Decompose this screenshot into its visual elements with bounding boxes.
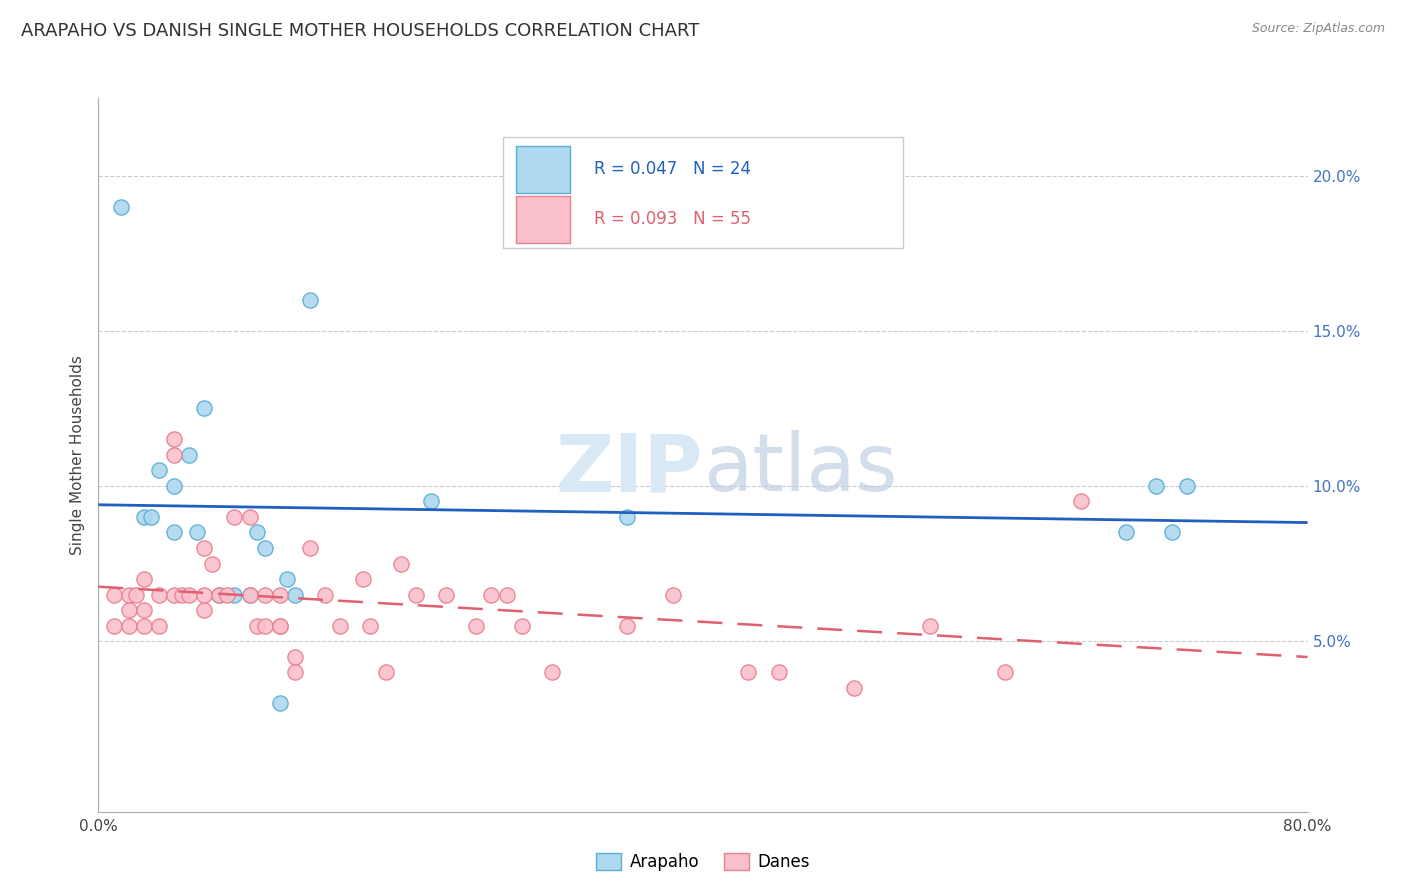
Point [246, 618, 269, 632]
Point [132, 572, 155, 586]
Point [224, 510, 246, 524]
Point [299, 541, 322, 555]
Point [103, 618, 125, 632]
Point [239, 588, 262, 602]
Point [179, 588, 201, 602]
Point [269, 618, 291, 632]
Point [239, 510, 262, 524]
FancyBboxPatch shape [503, 137, 903, 248]
Point [186, 525, 208, 540]
Point [1115, 525, 1137, 540]
Point [844, 681, 866, 695]
Text: R = 0.093   N = 55: R = 0.093 N = 55 [595, 211, 751, 228]
Point [215, 588, 238, 602]
Text: ZIP: ZIP [555, 430, 703, 508]
Point [163, 479, 186, 493]
Point [276, 572, 298, 586]
Point [616, 618, 638, 632]
Point [170, 588, 193, 602]
Point [1175, 479, 1198, 493]
Point [193, 588, 215, 602]
Point [208, 588, 231, 602]
Point [163, 525, 186, 540]
Point [1160, 525, 1182, 540]
Point [253, 541, 276, 555]
Point [314, 588, 336, 602]
Point [405, 588, 427, 602]
Point [110, 200, 132, 214]
Point [125, 588, 148, 602]
Point [201, 557, 224, 571]
Point [662, 588, 685, 602]
Point [374, 665, 396, 679]
Point [465, 618, 488, 632]
Text: atlas: atlas [703, 430, 897, 508]
Point [193, 603, 215, 617]
Point [918, 618, 941, 632]
Point [540, 665, 562, 679]
Point [1070, 494, 1092, 508]
Point [481, 588, 503, 602]
Point [737, 665, 759, 679]
Point [239, 588, 262, 602]
Point [616, 510, 638, 524]
Point [284, 588, 307, 602]
Point [1144, 479, 1167, 493]
Point [269, 618, 291, 632]
Point [132, 603, 155, 617]
Point [253, 588, 276, 602]
Point [141, 510, 163, 524]
Point [208, 588, 231, 602]
Text: R = 0.047   N = 24: R = 0.047 N = 24 [595, 161, 751, 178]
Point [352, 572, 374, 586]
Point [163, 433, 186, 447]
Point [360, 618, 382, 632]
Point [118, 588, 141, 602]
Point [148, 618, 170, 632]
Point [148, 588, 170, 602]
Point [118, 603, 141, 617]
Point [495, 588, 517, 602]
FancyBboxPatch shape [516, 146, 569, 193]
Point [246, 525, 269, 540]
Point [103, 588, 125, 602]
Point [329, 618, 352, 632]
Point [269, 696, 291, 710]
Point [193, 541, 215, 555]
Text: ARAPAHO VS DANISH SINGLE MOTHER HOUSEHOLDS CORRELATION CHART: ARAPAHO VS DANISH SINGLE MOTHER HOUSEHOL… [21, 22, 699, 40]
Point [253, 618, 276, 632]
Point [510, 618, 533, 632]
Point [269, 588, 291, 602]
Point [132, 618, 155, 632]
Point [118, 618, 141, 632]
Point [163, 588, 186, 602]
Point [284, 665, 307, 679]
Point [163, 448, 186, 462]
Point [299, 293, 322, 307]
Point [179, 448, 201, 462]
Point [389, 557, 412, 571]
Point [224, 588, 246, 602]
Point [132, 510, 155, 524]
FancyBboxPatch shape [516, 196, 569, 243]
Y-axis label: Single Mother Households: Single Mother Households [69, 355, 84, 555]
Point [994, 665, 1017, 679]
Text: Source: ZipAtlas.com: Source: ZipAtlas.com [1251, 22, 1385, 36]
Point [768, 665, 790, 679]
Point [420, 494, 443, 508]
Point [193, 401, 215, 416]
Legend: Arapaho, Danes: Arapaho, Danes [588, 845, 818, 880]
Point [148, 463, 170, 477]
Point [284, 649, 307, 664]
Point [434, 588, 457, 602]
